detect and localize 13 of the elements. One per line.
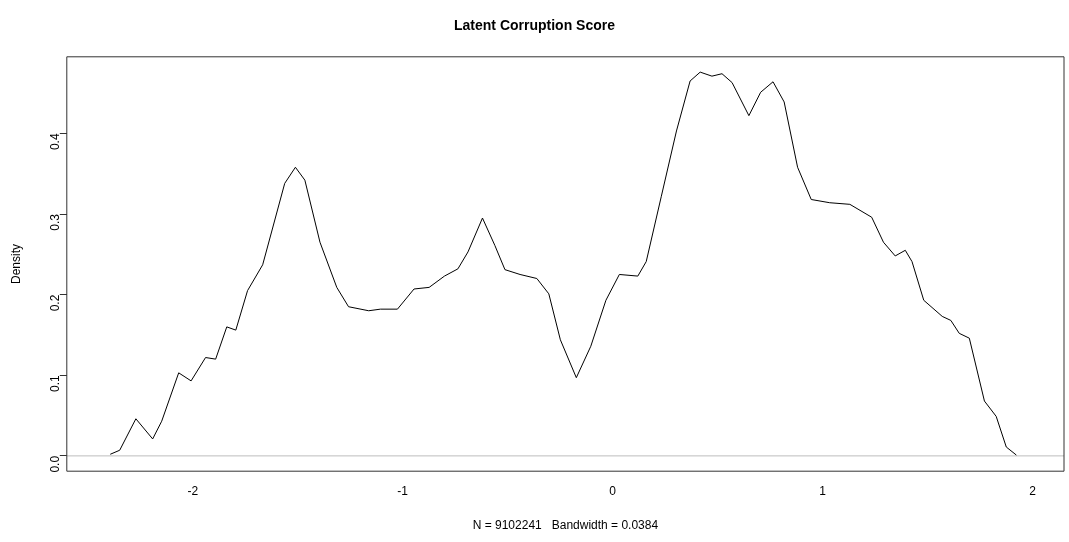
y-axis-title: Density (8, 243, 23, 285)
x-tick-label: 1 (819, 483, 827, 498)
x-tick-label: -2 (187, 483, 199, 498)
y-tick-label: 0.0 (48, 455, 63, 473)
x-tick-label: 0 (609, 483, 617, 498)
x-tick-label: -1 (397, 483, 409, 498)
y-tick-label: 0.1 (48, 374, 63, 392)
x-tick-label: 2 (1029, 483, 1037, 498)
y-tick-label: 0.2 (48, 294, 63, 312)
chart-title: Latent Corruption Score (453, 17, 616, 34)
y-tick-label: 0.4 (48, 133, 63, 151)
y-tick-label: 0.3 (48, 213, 63, 231)
x-axis-title: N = 9102241 Bandwidth = 0.0384 (472, 518, 659, 533)
